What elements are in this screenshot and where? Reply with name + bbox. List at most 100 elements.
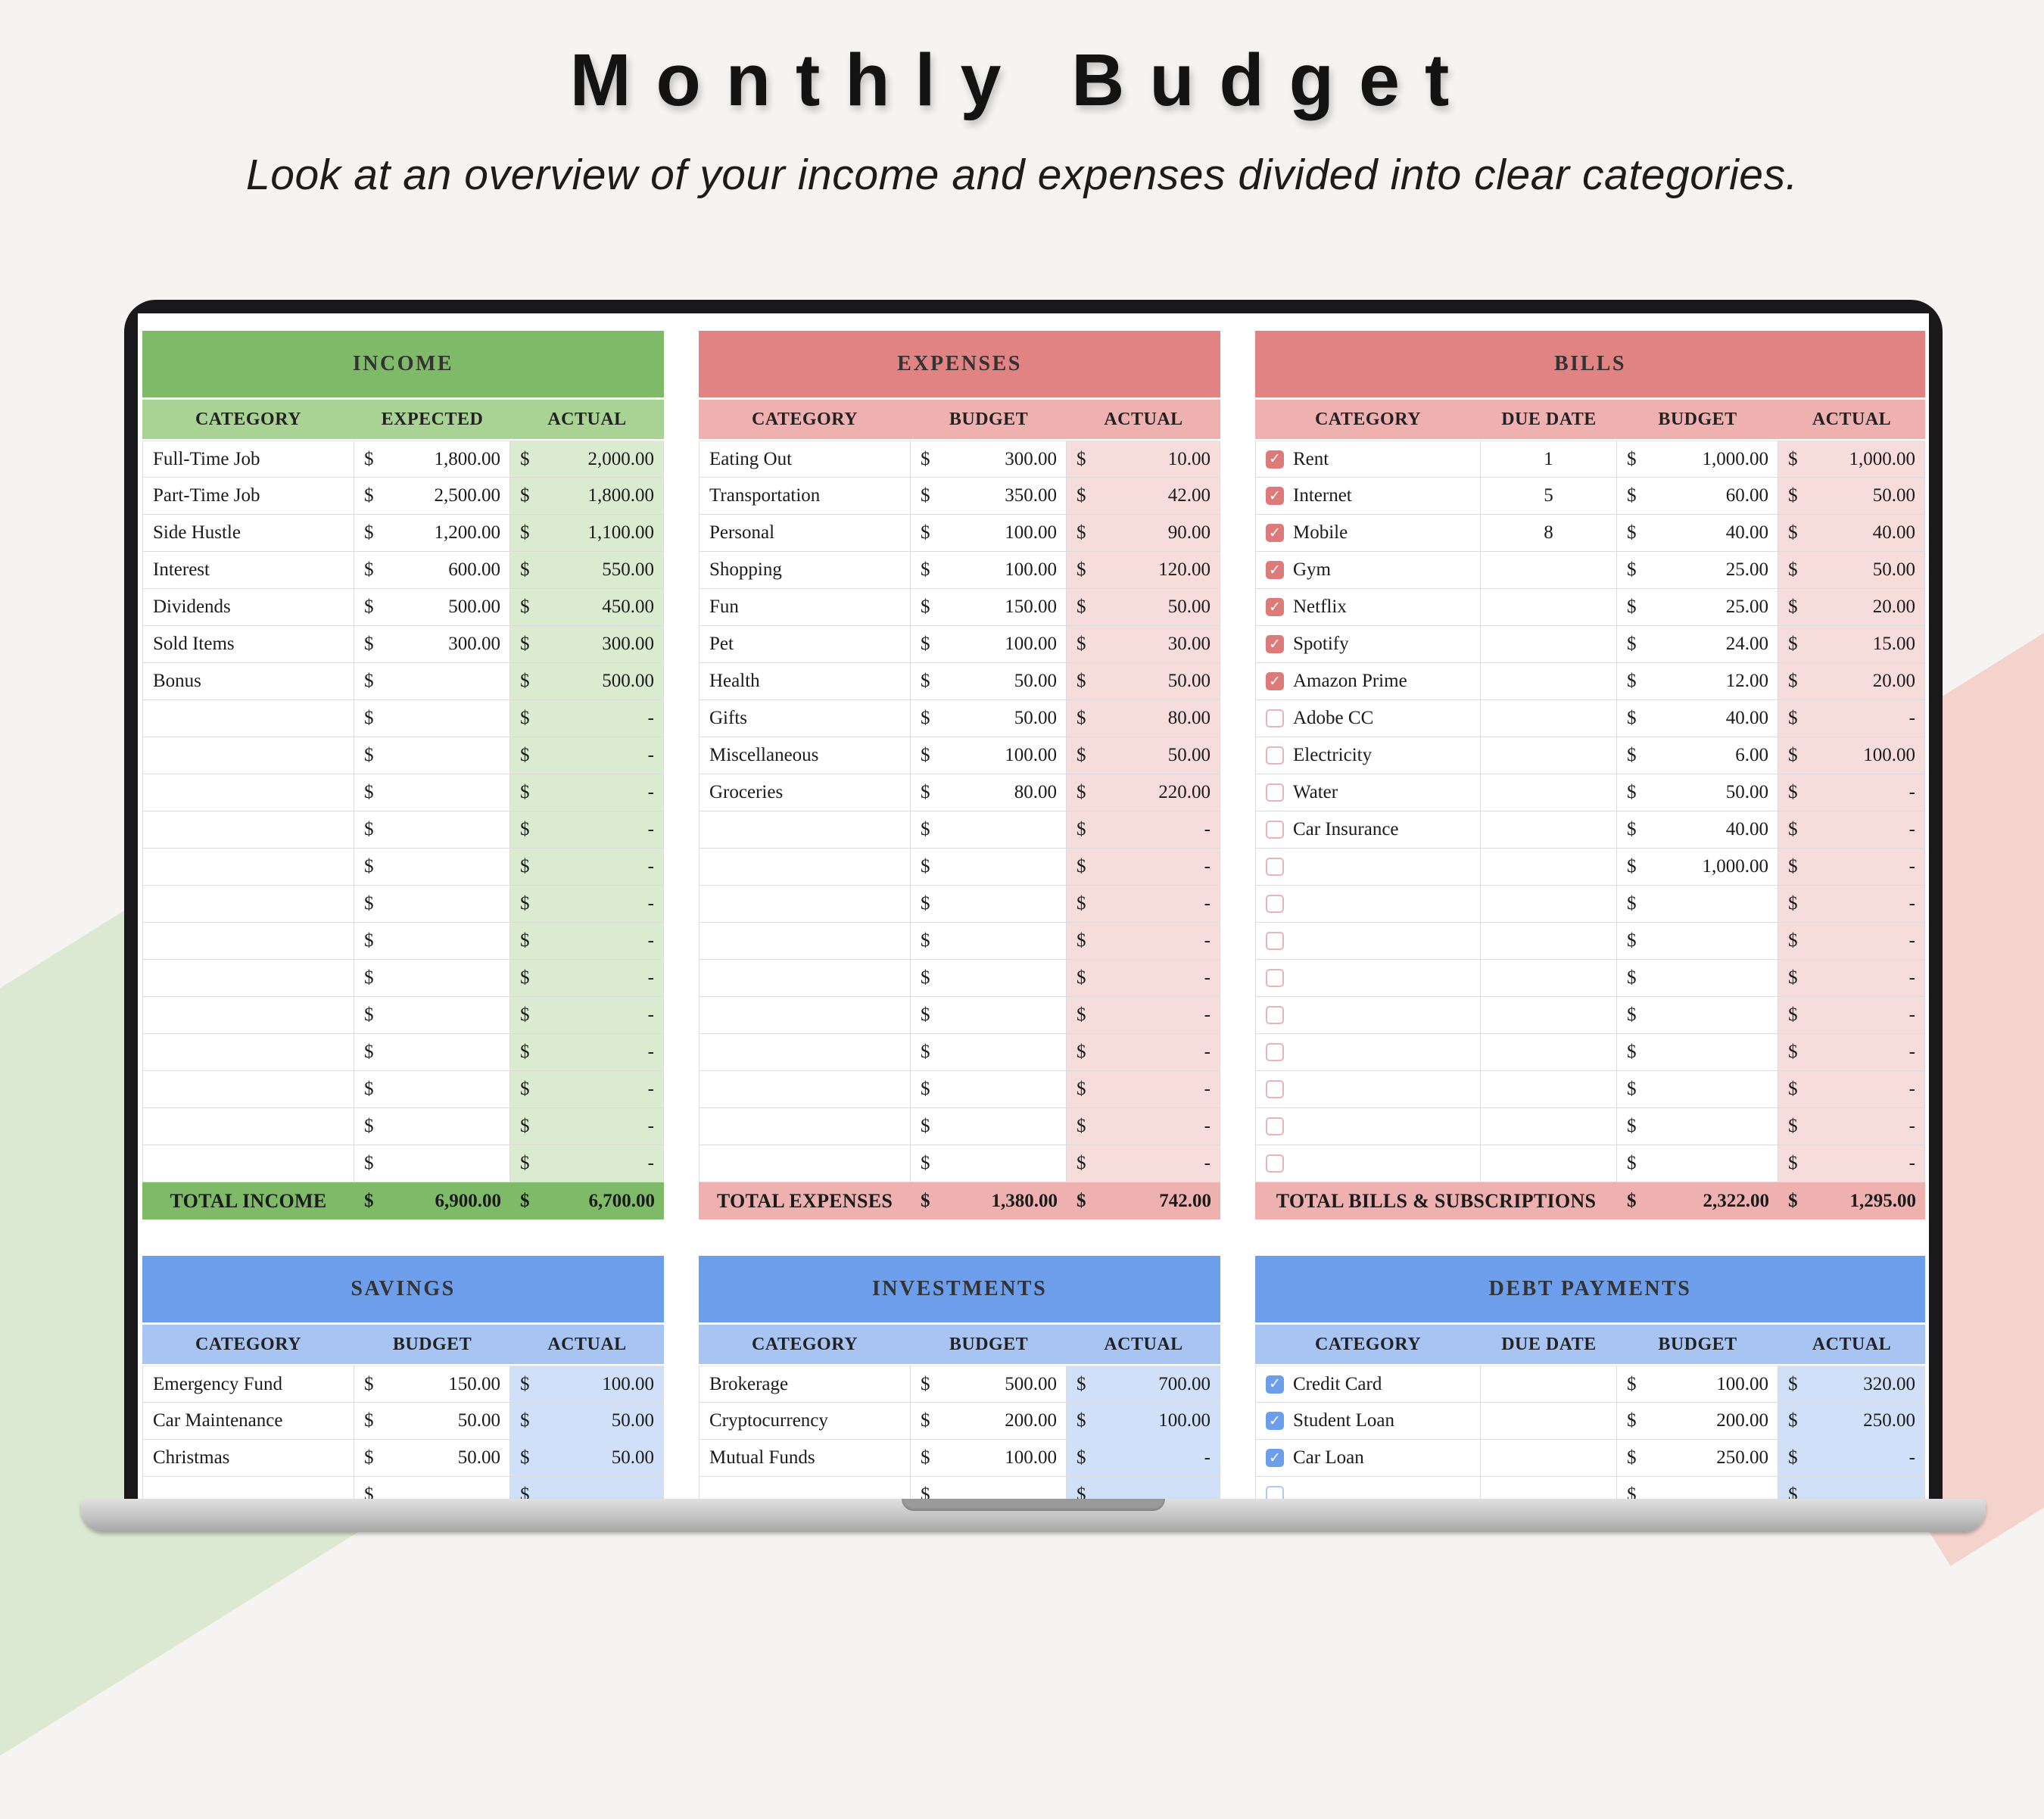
category-cell[interactable]: Emergency Fund [142, 1366, 354, 1403]
budget-cell[interactable]: $1,000.00 [1617, 849, 1778, 886]
category-cell[interactable]: ✓ Credit Card [1255, 1366, 1481, 1403]
actual-cell[interactable]: $ - [1778, 1145, 1925, 1182]
actual-cell[interactable]: $ - [1067, 1071, 1220, 1108]
budget-cell[interactable]: $250.00 [1617, 1440, 1778, 1477]
due-date-cell[interactable] [1481, 589, 1617, 626]
actual-cell[interactable]: $ - [1778, 997, 1925, 1034]
actual-cell[interactable]: $ - [1778, 849, 1925, 886]
due-date-cell[interactable] [1481, 960, 1617, 997]
checkbox-unchecked-icon[interactable] [1266, 969, 1284, 987]
budget-cell[interactable]: $24.00 [1617, 626, 1778, 663]
checkbox-unchecked-icon[interactable] [1266, 1006, 1284, 1024]
actual-cell[interactable]: $550.00 [510, 552, 664, 589]
budget-cell[interactable]: $ [1617, 1034, 1778, 1071]
actual-cell[interactable]: $ - [510, 1108, 664, 1145]
actual-cell[interactable]: $ [510, 1477, 664, 1499]
total-actual-cell[interactable]: $6,700.00 [510, 1182, 664, 1219]
actual-cell[interactable]: $ [1067, 1477, 1220, 1499]
actual-cell[interactable]: $ - [1778, 886, 1925, 923]
category-cell[interactable] [699, 997, 911, 1034]
budget-cell[interactable]: $ [354, 997, 510, 1034]
category-cell[interactable] [142, 886, 354, 923]
budget-cell[interactable]: $ [911, 1145, 1067, 1182]
checkbox-checked-icon[interactable]: ✓ [1266, 672, 1284, 690]
actual-cell[interactable]: $ - [1067, 1108, 1220, 1145]
category-cell[interactable] [142, 997, 354, 1034]
budget-cell[interactable]: $40.00 [1617, 515, 1778, 552]
actual-cell[interactable]: $ - [1067, 923, 1220, 960]
category-cell[interactable] [1255, 997, 1481, 1034]
actual-cell[interactable]: $ - [510, 737, 664, 774]
budget-cell[interactable]: $50.00 [354, 1440, 510, 1477]
category-cell[interactable] [142, 923, 354, 960]
budget-cell[interactable]: $ [354, 663, 510, 700]
budget-cell[interactable]: $60.00 [1617, 478, 1778, 515]
category-cell[interactable]: ✓ Spotify [1255, 626, 1481, 663]
checkbox-checked-icon[interactable]: ✓ [1266, 1412, 1284, 1430]
checkbox-checked-icon[interactable]: ✓ [1266, 561, 1284, 579]
budget-cell[interactable]: $ [1617, 923, 1778, 960]
budget-cell[interactable]: $100.00 [1617, 1366, 1778, 1403]
actual-cell[interactable]: $ - [510, 1145, 664, 1182]
actual-cell[interactable]: $90.00 [1067, 515, 1220, 552]
actual-cell[interactable]: $20.00 [1778, 663, 1925, 700]
actual-cell[interactable]: $ - [1067, 1145, 1220, 1182]
category-cell[interactable]: Brokerage [699, 1366, 911, 1403]
category-cell[interactable] [1255, 960, 1481, 997]
actual-cell[interactable]: $320.00 [1778, 1366, 1925, 1403]
budget-cell[interactable]: $100.00 [911, 552, 1067, 589]
actual-cell[interactable]: $2,000.00 [510, 441, 664, 478]
checkbox-checked-icon[interactable]: ✓ [1266, 524, 1284, 542]
category-cell[interactable] [699, 1034, 911, 1071]
actual-cell[interactable]: $ - [1778, 811, 1925, 849]
budget-cell[interactable]: $50.00 [1617, 774, 1778, 811]
category-cell[interactable]: Side Hustle [142, 515, 354, 552]
category-cell[interactable]: Transportation [699, 478, 911, 515]
actual-cell[interactable]: $ - [1067, 811, 1220, 849]
due-date-cell[interactable] [1481, 737, 1617, 774]
due-date-cell[interactable] [1481, 997, 1617, 1034]
actual-cell[interactable]: $ - [1778, 774, 1925, 811]
budget-cell[interactable]: $50.00 [911, 663, 1067, 700]
checkbox-unchecked-icon[interactable] [1266, 1043, 1284, 1061]
category-cell[interactable] [142, 737, 354, 774]
category-cell[interactable]: Gifts [699, 700, 911, 737]
category-cell[interactable] [1255, 1145, 1481, 1182]
due-date-cell[interactable] [1481, 626, 1617, 663]
budget-cell[interactable]: $ [911, 886, 1067, 923]
budget-cell[interactable]: $ [354, 737, 510, 774]
total-budget-cell[interactable]: $6,900.00 [354, 1182, 510, 1219]
budget-cell[interactable]: $ [911, 923, 1067, 960]
actual-cell[interactable]: $1,000.00 [1778, 441, 1925, 478]
budget-cell[interactable]: $50.00 [354, 1403, 510, 1440]
actual-cell[interactable]: $40.00 [1778, 515, 1925, 552]
category-cell[interactable]: Dividends [142, 589, 354, 626]
actual-cell[interactable]: $ - [510, 886, 664, 923]
category-cell[interactable] [142, 1034, 354, 1071]
category-cell[interactable]: Full-Time Job [142, 441, 354, 478]
category-cell[interactable]: Water [1255, 774, 1481, 811]
checkbox-unchecked-icon[interactable] [1266, 1117, 1284, 1135]
actual-cell[interactable]: $220.00 [1067, 774, 1220, 811]
category-cell[interactable] [699, 1071, 911, 1108]
actual-cell[interactable]: $50.00 [1067, 737, 1220, 774]
budget-cell[interactable]: $600.00 [354, 552, 510, 589]
budget-cell[interactable]: $ [911, 1108, 1067, 1145]
checkbox-unchecked-icon[interactable] [1266, 858, 1284, 876]
total-budget-cell[interactable]: $2,322.00 [1617, 1182, 1778, 1219]
actual-cell[interactable]: $80.00 [1067, 700, 1220, 737]
actual-cell[interactable]: $50.00 [1067, 663, 1220, 700]
budget-cell[interactable]: $200.00 [1617, 1403, 1778, 1440]
category-cell[interactable] [1255, 1477, 1481, 1499]
budget-cell[interactable]: $ [354, 1071, 510, 1108]
actual-cell[interactable]: $ - [1067, 997, 1220, 1034]
due-date-cell[interactable] [1481, 1403, 1617, 1440]
due-date-cell[interactable] [1481, 1477, 1617, 1499]
actual-cell[interactable]: $500.00 [510, 663, 664, 700]
budget-cell[interactable]: $ [911, 1034, 1067, 1071]
budget-cell[interactable]: $300.00 [354, 626, 510, 663]
category-cell[interactable] [142, 1477, 354, 1499]
category-cell[interactable] [142, 960, 354, 997]
budget-cell[interactable]: $100.00 [911, 1440, 1067, 1477]
actual-cell[interactable]: $250.00 [1778, 1403, 1925, 1440]
